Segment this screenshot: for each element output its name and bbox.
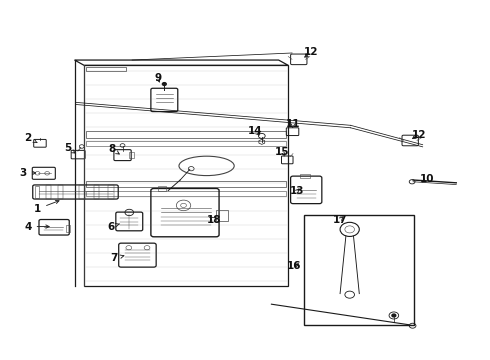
Bar [158, 186, 166, 191]
Text: 18: 18 [207, 215, 221, 225]
Text: 17: 17 [333, 215, 347, 225]
Text: 5: 5 [64, 143, 75, 153]
Bar [86, 141, 286, 147]
Bar [58, 185, 64, 199]
Text: 14: 14 [248, 126, 263, 136]
Circle shape [392, 314, 396, 317]
Bar [94, 185, 99, 199]
Bar [79, 185, 85, 199]
Bar [304, 215, 414, 325]
Text: 13: 13 [290, 186, 304, 196]
Bar [86, 131, 286, 138]
Text: 3: 3 [20, 168, 36, 178]
Circle shape [162, 83, 166, 85]
Bar [108, 185, 114, 199]
Text: 11: 11 [286, 119, 300, 129]
Text: 10: 10 [420, 174, 435, 184]
Text: 12: 12 [304, 47, 318, 57]
Bar [129, 152, 134, 158]
Text: 12: 12 [412, 130, 426, 140]
Bar [86, 181, 286, 187]
Bar [86, 190, 286, 196]
Text: 16: 16 [287, 261, 301, 271]
Text: 7: 7 [111, 253, 124, 263]
Bar [46, 185, 51, 199]
Text: 4: 4 [24, 221, 49, 231]
Text: 9: 9 [154, 73, 161, 83]
Bar [86, 67, 126, 71]
Bar [216, 210, 228, 221]
Text: 1: 1 [34, 201, 59, 214]
Text: 15: 15 [275, 148, 290, 157]
Text: 6: 6 [107, 221, 120, 231]
Text: 8: 8 [108, 144, 119, 154]
Bar [300, 174, 310, 178]
Bar [35, 186, 40, 198]
Text: 2: 2 [24, 133, 37, 143]
Bar [66, 225, 70, 231]
